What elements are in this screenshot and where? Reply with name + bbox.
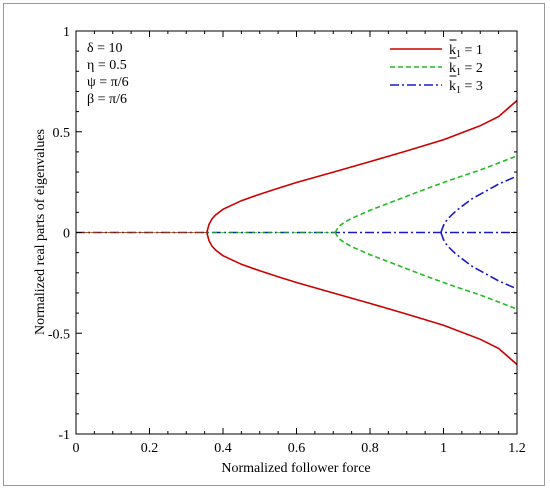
- x-tick-label: 0.2: [141, 441, 159, 456]
- legend-symbol: k: [449, 43, 456, 58]
- series-layer: [76, 99, 518, 366]
- y-tick-label: 1: [63, 25, 70, 40]
- series-2-lower-branch: [334, 232, 518, 310]
- legend-subscript: 1: [456, 85, 461, 96]
- legend-subscript: 1: [456, 49, 461, 60]
- annotations: δ = 10 η = 0.5 ψ = π/6 β = π/6: [87, 41, 129, 107]
- parameter-annotation: δ = 10: [87, 41, 123, 56]
- legend-symbol: k: [449, 79, 456, 94]
- series-3-lower-branch: [440, 232, 518, 290]
- legend: k1 = 1k1 = 2k1 = 3: [390, 39, 483, 96]
- legend-symbol: k: [449, 61, 456, 76]
- legend-label-1: k1 = 1: [449, 43, 483, 60]
- x-tick-label: 0.4: [214, 441, 232, 456]
- series-1-lower-branch: [206, 232, 518, 366]
- x-axis-label: Normalized follower force: [221, 461, 370, 476]
- series-1-upper-branch: [206, 99, 518, 233]
- legend-value: = 2: [461, 61, 483, 76]
- x-tick-label: 0: [73, 441, 80, 456]
- legend-label-2: k1 = 2: [449, 61, 483, 78]
- y-tick-label: 0: [63, 227, 70, 242]
- x-tick-label: 0.8: [361, 441, 379, 456]
- y-axis-label: Normalized real parts of eigenvalues: [33, 129, 48, 335]
- series-3-upper-branch: [440, 175, 518, 233]
- legend-label-3: k1 = 3: [449, 79, 483, 96]
- parameter-annotation: ψ = π/6: [87, 75, 129, 90]
- y-tick-label: -1: [58, 428, 70, 443]
- axes-layer: 0 0.2 0.4 0.6 0.8 1 1.2 -1 -0.5 0 0.5 1: [48, 25, 526, 456]
- parameter-annotation: η = 0.5: [87, 58, 127, 73]
- x-tick-label: 1: [440, 441, 447, 456]
- legend-subscript: 1: [456, 67, 461, 78]
- figure-frame: [3, 3, 545, 486]
- y-tick-label: -0.5: [48, 327, 70, 342]
- x-tick-label: 0.6: [288, 441, 306, 456]
- x-tick-label: 1.2: [508, 441, 526, 456]
- legend-value: = 3: [461, 79, 483, 94]
- series-2-upper-branch: [334, 155, 518, 233]
- y-tick-label: 0.5: [53, 126, 71, 141]
- legend-value: = 1: [461, 43, 483, 58]
- parameter-annotation: β = π/6: [87, 92, 127, 107]
